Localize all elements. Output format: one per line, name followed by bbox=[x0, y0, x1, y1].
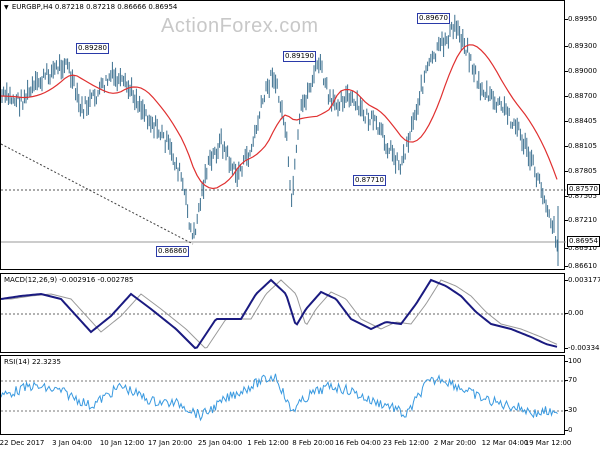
resistance-price-label: 0.87570 bbox=[567, 184, 600, 195]
time-label: 25 Jan 04:00 bbox=[197, 439, 243, 447]
price-tick: 0.86910 bbox=[565, 244, 597, 252]
annotation-low-2: 0.87710 bbox=[353, 175, 386, 186]
time-axis: 22 Dec 2017 3 Jan 04:00 10 Jan 12:00 17 … bbox=[0, 436, 571, 450]
annotation-high-2: 0.89190 bbox=[283, 51, 316, 62]
price-bars bbox=[1, 14, 559, 266]
rsi-tick: 30 bbox=[565, 406, 577, 414]
macd-signal-line bbox=[1, 279, 558, 349]
rsi-tick: 0 bbox=[564, 426, 573, 434]
macd-tick: 0.003177 bbox=[564, 276, 600, 284]
macd-tick: 0.00 bbox=[565, 309, 584, 317]
macd-scale: 0.003177 0.00 -0.00334 bbox=[564, 273, 600, 353]
rsi-line bbox=[1, 373, 558, 422]
price-chart-svg bbox=[1, 14, 566, 266]
time-label: 2 Mar 20:00 bbox=[433, 439, 477, 447]
price-tick: 0.86610 bbox=[565, 262, 597, 270]
price-chart-pane[interactable]: ▼ EURGBP,H4 0.87218 0.87218 0.86666 0.86… bbox=[0, 0, 566, 270]
annotation-low-1: 0.86860 bbox=[156, 246, 189, 257]
time-label: 8 Feb 20:00 bbox=[292, 439, 334, 447]
rsi-pane[interactable]: RSI(14) 22.3235 bbox=[0, 355, 566, 435]
price-tick: 0.88405 bbox=[565, 117, 597, 125]
current-price-label: 0.86954 bbox=[567, 236, 600, 247]
annotation-high-3: 0.89670 bbox=[417, 13, 450, 24]
time-label: 16 Feb 04:00 bbox=[335, 439, 381, 447]
macd-pane[interactable]: MACD(12,26,9) -0.002916 -0.002785 bbox=[0, 273, 566, 353]
price-tick: 0.89300 bbox=[565, 42, 597, 50]
time-label: 3 Jan 04:00 bbox=[52, 439, 92, 447]
macd-chart-svg bbox=[1, 278, 566, 350]
price-tick: 0.88105 bbox=[565, 142, 597, 150]
trendline bbox=[1, 143, 194, 245]
time-label: 22 Dec 2017 bbox=[0, 439, 45, 447]
symbol-label: EURGBP,H4 bbox=[11, 3, 53, 11]
ohlc-values: 0.87218 0.87218 0.86666 0.86954 bbox=[54, 3, 178, 11]
watermark: ActionForex.com bbox=[161, 15, 319, 37]
price-tick: 0.89950 bbox=[565, 15, 597, 23]
moving-average-line bbox=[1, 44, 558, 190]
rsi-tick: 70 bbox=[565, 376, 577, 384]
macd-main-line bbox=[1, 278, 558, 350]
rsi-tick: 100 bbox=[564, 357, 582, 365]
chart-header: ▼ EURGBP,H4 0.87218 0.87218 0.86666 0.86… bbox=[4, 3, 177, 11]
time-label: 19 Mar 12:00 bbox=[524, 439, 572, 447]
macd-tick: -0.00334 bbox=[564, 344, 600, 352]
annotation-high-1: 0.89280 bbox=[76, 43, 109, 54]
time-label: 12 Mar 04:00 bbox=[481, 439, 529, 447]
macd-label: MACD(12,26,9) -0.002916 -0.002785 bbox=[4, 276, 134, 284]
rsi-label: RSI(14) 22.3235 bbox=[4, 358, 61, 366]
rsi-chart-svg bbox=[1, 373, 566, 422]
time-label: 23 Feb 12:00 bbox=[383, 439, 429, 447]
time-label: 1 Feb 12:00 bbox=[247, 439, 289, 447]
price-tick: 0.87210 bbox=[565, 216, 597, 224]
time-label: 17 Jan 20:00 bbox=[147, 439, 193, 447]
triangle-down-icon: ▼ bbox=[4, 4, 9, 11]
time-label: 10 Jan 12:00 bbox=[99, 439, 145, 447]
price-scale: 0.89950 0.89300 0.89000 0.88700 0.88405 … bbox=[565, 0, 600, 270]
price-tick: 0.88700 bbox=[565, 92, 597, 100]
rsi-scale: 100 70 30 0 bbox=[564, 355, 600, 435]
price-tick: 0.89000 bbox=[565, 67, 597, 75]
price-tick: 0.87805 bbox=[565, 167, 597, 175]
price-tick: 0.87505 bbox=[565, 192, 597, 200]
